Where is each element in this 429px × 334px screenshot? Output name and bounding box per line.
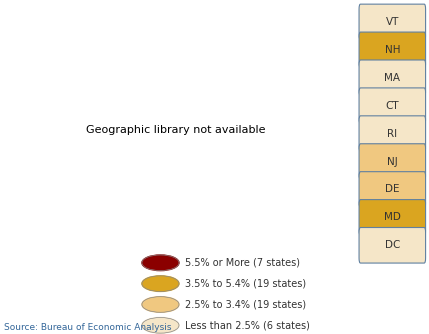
FancyBboxPatch shape <box>359 144 426 179</box>
FancyBboxPatch shape <box>359 32 426 67</box>
Text: DC: DC <box>385 240 400 250</box>
Text: Source: Bureau of Economic Analysis: Source: Bureau of Economic Analysis <box>4 323 172 332</box>
Text: Less than 2.5% (6 states): Less than 2.5% (6 states) <box>185 320 310 330</box>
Circle shape <box>142 297 179 312</box>
Text: NH: NH <box>384 45 400 55</box>
FancyBboxPatch shape <box>359 227 426 263</box>
Text: MA: MA <box>384 73 400 83</box>
Text: RI: RI <box>387 129 397 139</box>
FancyBboxPatch shape <box>359 60 426 96</box>
Text: Geographic library not available: Geographic library not available <box>86 125 266 135</box>
Text: MD: MD <box>384 212 401 222</box>
Circle shape <box>142 276 179 292</box>
FancyBboxPatch shape <box>359 172 426 207</box>
Text: 3.5% to 5.4% (19 states): 3.5% to 5.4% (19 states) <box>185 279 306 289</box>
Text: VT: VT <box>386 17 399 27</box>
FancyBboxPatch shape <box>359 200 426 235</box>
Circle shape <box>142 318 179 333</box>
Text: NJ: NJ <box>387 157 398 167</box>
FancyBboxPatch shape <box>359 116 426 151</box>
FancyBboxPatch shape <box>359 4 426 40</box>
FancyBboxPatch shape <box>359 88 426 124</box>
Text: 5.5% or More (7 states): 5.5% or More (7 states) <box>185 258 300 268</box>
Circle shape <box>142 255 179 271</box>
Text: 2.5% to 3.4% (19 states): 2.5% to 3.4% (19 states) <box>185 300 306 310</box>
Text: CT: CT <box>386 101 399 111</box>
Text: DE: DE <box>385 184 399 194</box>
